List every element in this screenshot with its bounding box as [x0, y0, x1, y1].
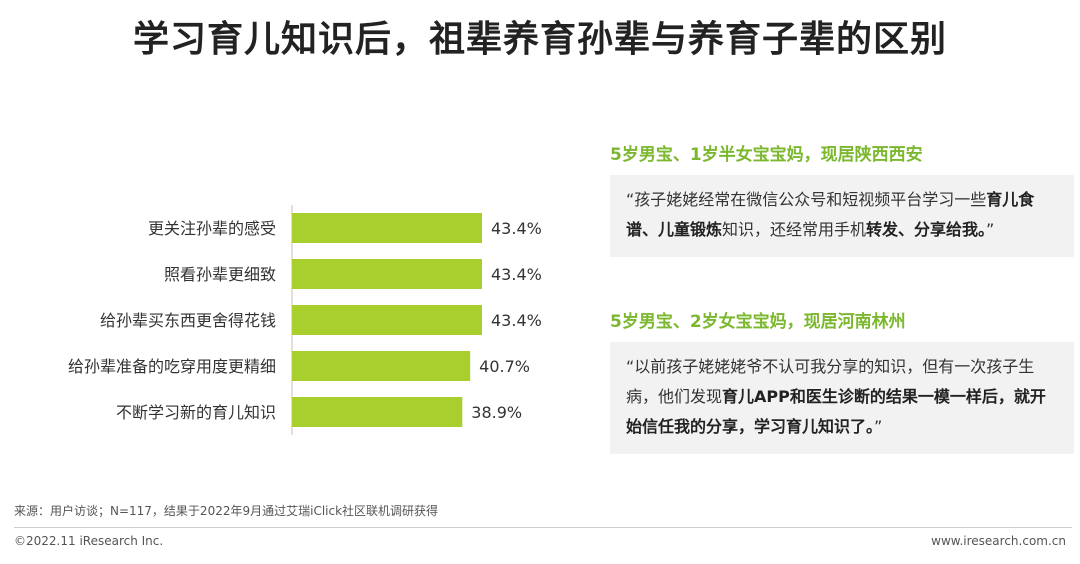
quote-2-head: 5岁男宝、2岁女宝宝妈，现居河南林州 — [610, 312, 906, 332]
quote-segment: ” — [986, 220, 995, 239]
source-note: 来源：用户访谈；N=117，结果于2022年9月通过艾瑞iClick社区联机调研… — [14, 504, 439, 518]
quote-1-head: 5岁男宝、1岁半女宝宝妈，现居陕西西安 — [610, 145, 923, 165]
bar — [292, 305, 482, 335]
category-label: 给孙辈买东西更舍得花钱 — [100, 311, 276, 330]
website-link[interactable]: www.iresearch.com.cn — [931, 534, 1066, 548]
footer-divider — [14, 527, 1072, 528]
bar — [292, 397, 463, 427]
quote-segment: 转发、分享给我。 — [866, 220, 987, 239]
copyright: ©2022.11 iResearch Inc. — [14, 534, 164, 548]
quote-segment: 育儿食谱、儿童锻炼 — [626, 190, 1035, 239]
quote-segment: “以前孩子姥姥姥爷不认可我分享的知识，但有一次孩子生病，他们发现 — [626, 357, 1035, 406]
value-label: 43.4% — [491, 311, 542, 330]
quote-segment: “孩子姥姥经常在微信公众号和短视频平台学习一些 — [626, 190, 987, 209]
bar — [292, 351, 471, 381]
quote-block-2: 5岁男宝、2岁女宝宝妈，现居河南林州 “以前孩子姥姥姥爷不认可我分享的知识，但有… — [610, 310, 1074, 454]
category-label: 不断学习新的育儿知识 — [116, 403, 276, 422]
bar-chart: 更关注孙辈的感受 43.4% 照看孙辈更细致 43.4% 给孙辈买东西更舍得花钱 43.4… — [68, 205, 542, 435]
quote-segment: 知识，还经常用手机 — [722, 220, 867, 239]
value-label: 43.4% — [491, 219, 542, 238]
category-label: 更关注孙辈的感受 — [148, 219, 276, 238]
quote-2-text: “以前孩子姥姥姥爷不认可我分享的知识，但有一次孩子生病，他们发现育儿APP和医生… — [610, 342, 1074, 454]
category-label: 照看孙辈更细致 — [164, 265, 276, 284]
page-title: 学习育儿知识后，祖辈养育孙辈与养育子辈的区别 — [132, 19, 947, 60]
quote-segment: ” — [874, 417, 883, 436]
bar — [292, 213, 482, 243]
category-label: 给孙辈准备的吃穿用度更精细 — [68, 357, 276, 376]
quote-1-text: “孩子姥姥经常在微信公众号和短视频平台学习一些育儿食谱、儿童锻炼知识，还经常用手… — [610, 175, 1074, 257]
value-label: 38.9% — [471, 403, 522, 422]
value-label: 40.7% — [479, 357, 530, 376]
value-label: 43.4% — [491, 265, 542, 284]
quote-segment: 育儿APP和医生诊断的结果一模一样后，就开始信任我的分享，学习育儿知识了。 — [626, 387, 1046, 436]
bar — [292, 259, 482, 289]
quote-block-1: 5岁男宝、1岁半女宝宝妈，现居陕西西安 “孩子姥姥经常在微信公众号和短视频平台学… — [610, 143, 1074, 257]
